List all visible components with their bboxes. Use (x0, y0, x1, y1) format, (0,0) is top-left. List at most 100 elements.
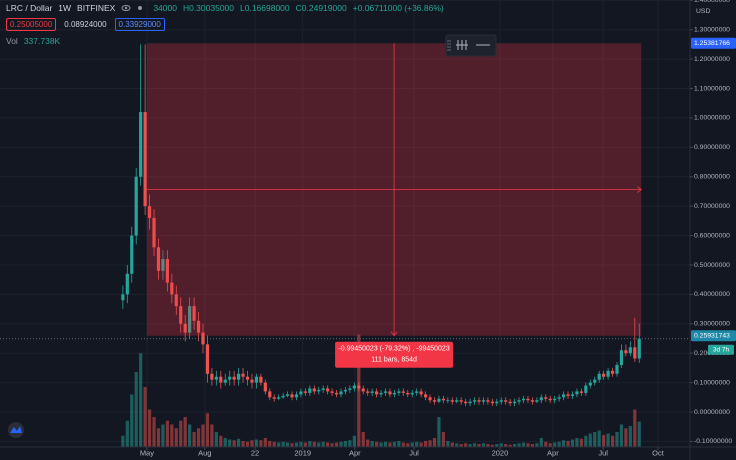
volume-bar (205, 413, 210, 447)
y-tick-label: 0.00000000 (694, 409, 730, 416)
candle-body (174, 294, 178, 307)
volume-bar (237, 438, 241, 447)
drag-handle (447, 40, 449, 42)
volume-bar (125, 420, 129, 447)
x-tick-label: 2020 (492, 448, 509, 457)
candle-body (557, 397, 561, 399)
candle-body (370, 391, 374, 393)
candle-body (317, 389, 321, 392)
volume-bar (575, 438, 579, 447)
volume-bar (183, 417, 187, 447)
volume-bar (268, 441, 272, 447)
volume-bar (370, 441, 374, 447)
candle-body (121, 294, 125, 301)
symbol: LRC / Dollar (6, 3, 53, 13)
x-tick-label: Jul (598, 448, 608, 457)
volume-bar (254, 439, 259, 447)
candle-body (277, 397, 281, 399)
logo (8, 422, 24, 438)
candle-body (308, 388, 312, 393)
candle-body (152, 217, 156, 248)
volume-bar (317, 442, 321, 447)
volume-bar (637, 421, 641, 447)
measure-from-label: 1.25381766 (694, 40, 730, 47)
volume-bar (561, 440, 566, 447)
y-tick-label: 0.70000000 (694, 203, 730, 210)
candle-body (352, 385, 356, 389)
buy-quote[interactable]: 0.33929000 (114, 18, 165, 31)
candle-body (285, 394, 290, 396)
ohlc-high: H0.30035000 (182, 3, 234, 13)
volume-bar (570, 439, 575, 447)
volume-bar (597, 430, 601, 447)
arrow-head (390, 331, 398, 337)
candle-body (464, 401, 468, 404)
volume-bar (633, 409, 637, 447)
measure-to-label: 0.25931743 (694, 333, 730, 340)
candle-body (490, 401, 494, 404)
volume-bar (383, 441, 388, 447)
volume-bar (174, 428, 178, 447)
sell-quote[interactable]: 0.25005000 (6, 18, 57, 31)
candle-body (219, 376, 223, 383)
volume-bar (277, 442, 281, 447)
candle-body (165, 259, 169, 283)
candle-body (232, 376, 236, 380)
volume-bar (495, 444, 499, 447)
volume-row: Vol 337.738K (6, 36, 60, 46)
volume-bar (352, 435, 356, 447)
volume-bar (228, 439, 232, 447)
volume-bar (281, 441, 285, 447)
candle-body (375, 391, 379, 395)
x-tick-label: Jul (409, 448, 419, 457)
volume-bar (223, 438, 227, 447)
candle-body (259, 376, 263, 383)
x-tick-label: 22 (251, 448, 259, 457)
volume-bar (139, 353, 143, 447)
measure-label-box (335, 341, 454, 368)
volume-bar (539, 438, 543, 447)
candle-body (406, 392, 410, 395)
measure-change: -0.99450023 (-79.32%) , -99450023 (338, 346, 449, 353)
candle-body (584, 385, 588, 393)
drawing-toolbar[interactable] (445, 34, 497, 57)
x-tick-label: Oct (652, 448, 665, 457)
candle-body (161, 259, 165, 271)
candle-body (241, 373, 245, 377)
volume-bar (330, 443, 334, 447)
candle-body (615, 364, 619, 374)
volume-bar (619, 424, 624, 447)
volume-bar (366, 439, 370, 447)
candle-body (392, 392, 397, 395)
candle-body (553, 398, 557, 401)
exchange: BITFINEX (77, 3, 116, 13)
volume-bar (272, 441, 276, 447)
y-tick-label: 1.20000000 (694, 56, 730, 63)
settings-icon (456, 40, 468, 50)
volume-bar (526, 443, 530, 447)
candle-body (468, 401, 472, 404)
ohlc-low: L0.16698000 (240, 3, 290, 13)
candle-body (388, 391, 392, 395)
candle-body (472, 400, 477, 402)
volume-bar (285, 442, 290, 447)
candle-body (290, 394, 294, 398)
volume-bar (504, 444, 508, 447)
volume-bar (326, 442, 330, 447)
volume-bar (179, 420, 183, 447)
volume-label: Vol (6, 36, 18, 46)
volume-bar (147, 409, 152, 447)
candle-body (281, 395, 285, 398)
candle-body (254, 376, 259, 383)
legend-icons[interactable] (121, 3, 147, 13)
price-label-bg (691, 37, 736, 49)
volume-bar (544, 441, 548, 447)
candle-body (423, 394, 428, 398)
volume-bar (192, 432, 196, 447)
volume-bar (432, 438, 437, 447)
candle-body (237, 373, 241, 380)
volume-bar (459, 444, 463, 447)
volume-bar (610, 435, 615, 447)
